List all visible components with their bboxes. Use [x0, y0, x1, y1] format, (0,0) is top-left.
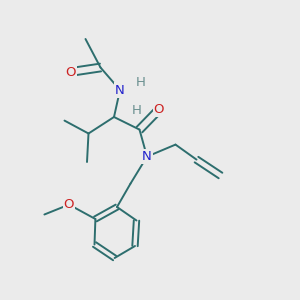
Text: O: O	[65, 65, 76, 79]
Text: N: N	[142, 150, 152, 163]
Text: N: N	[115, 83, 125, 97]
Text: H: H	[132, 104, 141, 117]
Text: O: O	[154, 103, 164, 116]
Text: H: H	[136, 76, 146, 89]
Text: O: O	[64, 198, 74, 211]
